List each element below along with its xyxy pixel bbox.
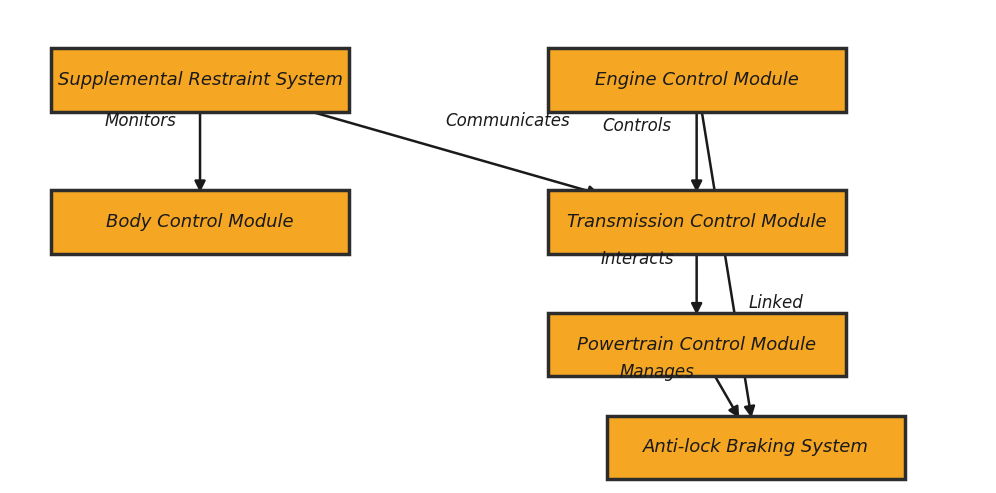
Text: Communicates: Communicates [445,112,571,131]
FancyBboxPatch shape [51,48,349,112]
Text: Interacts: Interacts [601,250,674,268]
Text: Powertrain Control Module: Powertrain Control Module [577,336,816,353]
Text: Transmission Control Module: Transmission Control Module [567,213,827,231]
FancyBboxPatch shape [608,416,905,479]
Text: Manages: Manages [620,362,694,381]
Text: Anti-lock Braking System: Anti-lock Braking System [643,438,870,457]
Text: Engine Control Module: Engine Control Module [595,71,799,89]
Text: Supplemental Restraint System: Supplemental Restraint System [58,71,343,89]
FancyBboxPatch shape [548,313,846,377]
Text: Body Control Module: Body Control Module [107,213,294,231]
Text: Controls: Controls [603,117,671,136]
FancyBboxPatch shape [51,190,349,254]
FancyBboxPatch shape [548,190,846,254]
Text: Linked: Linked [749,294,804,312]
FancyBboxPatch shape [548,48,846,112]
Text: Monitors: Monitors [105,112,176,131]
